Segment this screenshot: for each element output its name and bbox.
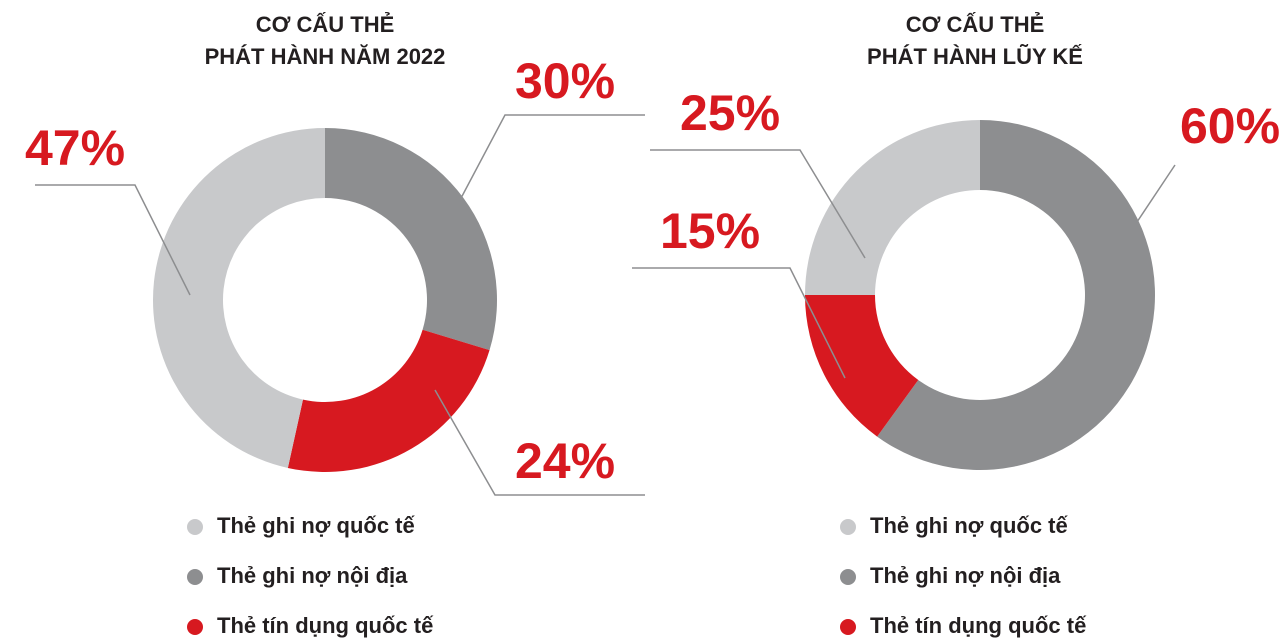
legend-label: Thẻ tín dụng quốc tế <box>217 613 434 638</box>
donut-segment <box>325 128 497 351</box>
leader-line <box>650 149 866 259</box>
legend-swatch <box>187 519 203 535</box>
legend-swatch <box>840 519 856 535</box>
donut-segment <box>152 128 325 468</box>
legend-label: Thẻ ghi nợ quốc tế <box>870 513 1069 538</box>
legend-label: Thẻ ghi nợ nội địa <box>870 563 1061 588</box>
leader-line <box>434 389 645 496</box>
donut-segment <box>287 329 490 472</box>
donut-segment <box>877 120 1156 470</box>
chart-title: CƠ CẤU THẺ <box>906 12 1045 37</box>
leader-line <box>459 114 645 201</box>
legend-label: Thẻ ghi nợ quốc tế <box>217 513 416 538</box>
legend-swatch <box>840 619 856 635</box>
chart-title: CƠ CẤU THẺ <box>256 12 395 37</box>
data-label: 24% <box>515 433 615 489</box>
leader-line <box>35 184 191 296</box>
legend-swatch <box>187 619 203 635</box>
leader-line <box>632 267 846 379</box>
legend-swatch <box>187 569 203 585</box>
data-label: 25% <box>680 85 780 141</box>
chart-title: PHÁT HÀNH LŨY KẾ <box>867 44 1083 69</box>
data-label: 15% <box>660 203 760 259</box>
chart-title: PHÁT HÀNH NĂM 2022 <box>205 44 446 69</box>
data-label: 30% <box>515 53 615 109</box>
leader-line <box>1134 164 1176 226</box>
legend-swatch <box>840 569 856 585</box>
donut-segment <box>805 120 980 295</box>
data-label: 60% <box>1180 98 1280 154</box>
legend-label: Thẻ tín dụng quốc tế <box>870 613 1087 638</box>
donut-segment <box>805 295 919 437</box>
data-label: 47% <box>25 120 125 176</box>
legend-label: Thẻ ghi nợ nội địa <box>217 563 408 588</box>
